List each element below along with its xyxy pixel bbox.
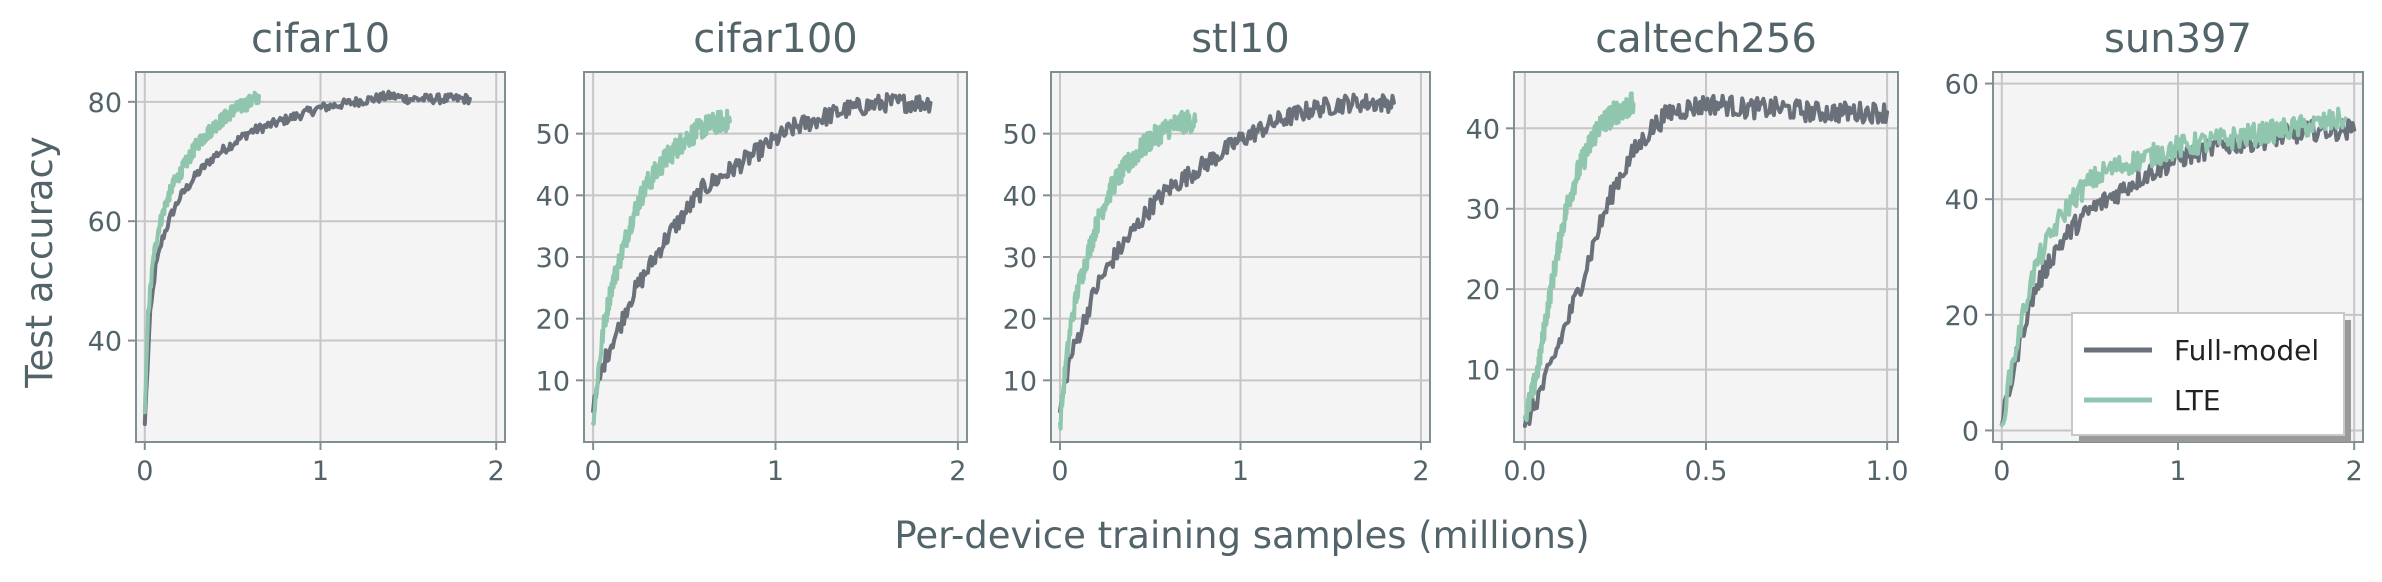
panel-0: 0 1 2 40 60 80 cifar10 <box>88 16 506 487</box>
y-tick-label: 20 <box>1945 301 1979 332</box>
legend-lte-label: LTE <box>2174 384 2221 417</box>
series-line-full <box>591 92 933 414</box>
x-tick-label: 2 <box>488 456 505 487</box>
y-tick-label: 20 <box>536 305 570 336</box>
y-tick-label: 80 <box>88 88 122 119</box>
series-line-lte <box>1522 91 1636 423</box>
y-tick-label: 30 <box>1003 243 1037 274</box>
panel-title: cifar10 <box>251 16 390 62</box>
x-tick-label: 0 <box>1993 456 2010 487</box>
panel-title: caltech256 <box>1595 16 1817 62</box>
y-tick-label: 40 <box>1466 114 1500 145</box>
panel-title: cifar100 <box>693 16 858 62</box>
series-line-full <box>1522 93 1890 428</box>
panel-2: 0 1 2 10 20 30 40 50 stl10 <box>1003 16 1431 487</box>
y-tick-label: 50 <box>1003 120 1037 151</box>
x-tick-label: 0.5 <box>1685 456 1728 487</box>
y-tick-label: 30 <box>1466 195 1500 226</box>
y-tick-label: 50 <box>536 120 570 151</box>
y-tick-label: 20 <box>1003 305 1037 336</box>
panel-title: stl10 <box>1191 16 1290 62</box>
y-tick-label: 20 <box>1466 275 1500 306</box>
x-tick-label: 1 <box>2169 456 2186 487</box>
x-tick-label: 0 <box>136 456 153 487</box>
x-tick-label: 0 <box>585 456 602 487</box>
y-tick-label: 60 <box>88 207 122 238</box>
series-line-lte <box>142 90 261 415</box>
plot-frame <box>1050 71 1431 443</box>
y-tick-label: 10 <box>1003 366 1037 397</box>
x-tick-label: 0.0 <box>1503 456 1546 487</box>
legend: Full-model LTE <box>2071 312 2351 442</box>
series-line-full <box>142 89 472 427</box>
panel-3: 0.0 0.5 1.0 10 20 30 40 caltech256 <box>1466 16 1909 487</box>
series-line-lte <box>1999 106 2348 427</box>
x-tick-label: 2 <box>2346 456 2363 487</box>
y-tick-label: 40 <box>1003 181 1037 212</box>
y-tick-label: 40 <box>88 327 122 358</box>
series-line-lte <box>1058 109 1198 431</box>
legend-box <box>2071 312 2345 436</box>
y-tick-label: 40 <box>1945 185 1979 216</box>
x-tick-label: 1.0 <box>1866 456 1909 487</box>
x-tick-label: 0 <box>1051 456 1068 487</box>
x-tick-label: 2 <box>949 456 966 487</box>
y-tick-label: 60 <box>1945 70 1979 101</box>
y-tick-label: 40 <box>536 181 570 212</box>
y-tick-label: 0 <box>1962 416 1979 447</box>
x-tick-label: 1 <box>1232 456 1249 487</box>
plot-frame <box>1513 71 1899 443</box>
y-tick-label: 30 <box>536 243 570 274</box>
panel-1: 0 1 2 10 20 30 40 50 cifar100 <box>536 16 968 487</box>
x-tick-label: 1 <box>312 456 329 487</box>
panel-title: sun397 <box>2104 16 2252 62</box>
x-tick-label: 1 <box>767 456 784 487</box>
x-tick-label: 2 <box>1412 456 1429 487</box>
x-axis-label: Per-device training samples (millions) <box>894 514 1589 557</box>
plot-frame <box>583 71 968 443</box>
y-tick-label: 10 <box>536 366 570 397</box>
series-line-lte <box>591 108 732 426</box>
plot-frame <box>135 71 506 443</box>
y-axis-label: Test accuracy <box>18 136 61 389</box>
legend-full-label: Full-model <box>2174 334 2319 367</box>
y-tick-label: 10 <box>1466 356 1500 387</box>
series-line-full <box>1058 92 1396 414</box>
